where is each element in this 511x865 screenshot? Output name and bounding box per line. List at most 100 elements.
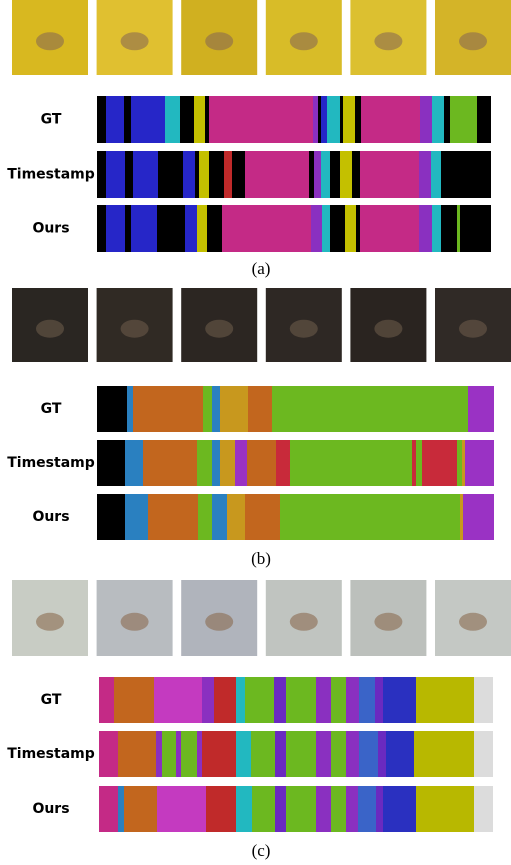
frame-detail bbox=[205, 613, 233, 631]
segment bbox=[202, 731, 236, 777]
segment bbox=[450, 96, 477, 143]
segment bbox=[224, 151, 232, 198]
segment bbox=[97, 440, 125, 486]
frame-detail bbox=[290, 32, 318, 50]
segment bbox=[197, 205, 207, 252]
frame-detail bbox=[121, 32, 149, 50]
segment bbox=[346, 731, 359, 777]
segment bbox=[346, 786, 358, 832]
segment bbox=[199, 151, 209, 198]
segment bbox=[331, 731, 346, 777]
segment bbox=[156, 731, 162, 777]
segment bbox=[127, 386, 133, 432]
segment bbox=[209, 96, 313, 143]
segment bbox=[212, 440, 220, 486]
segment bbox=[133, 386, 203, 432]
segment bbox=[460, 494, 463, 540]
segment bbox=[158, 151, 183, 198]
segment bbox=[432, 205, 441, 252]
segment bbox=[206, 786, 236, 832]
segment bbox=[106, 96, 124, 143]
segment bbox=[118, 786, 124, 832]
segment bbox=[316, 677, 331, 723]
segment bbox=[247, 440, 276, 486]
row-label: Timestamp bbox=[7, 167, 95, 183]
frame-detail bbox=[36, 32, 64, 50]
segment bbox=[165, 96, 180, 143]
segment bbox=[236, 677, 245, 723]
segment bbox=[416, 786, 474, 832]
segment bbox=[245, 494, 280, 540]
segment bbox=[444, 96, 450, 143]
segment bbox=[321, 96, 327, 143]
segment bbox=[195, 151, 199, 198]
segment bbox=[198, 494, 212, 540]
segment bbox=[378, 731, 386, 777]
segment bbox=[474, 731, 493, 777]
segment bbox=[414, 731, 474, 777]
segment bbox=[468, 386, 494, 432]
segment bbox=[360, 151, 419, 198]
segment bbox=[203, 386, 212, 432]
row-label: GT bbox=[41, 401, 62, 417]
segment bbox=[236, 786, 252, 832]
segment bbox=[386, 731, 414, 777]
segment bbox=[207, 205, 222, 252]
segment bbox=[157, 205, 185, 252]
segment bbox=[419, 151, 431, 198]
segment bbox=[318, 96, 321, 143]
segment bbox=[97, 151, 106, 198]
caption: (b) bbox=[251, 549, 271, 568]
segment bbox=[248, 386, 272, 432]
segment bbox=[361, 96, 420, 143]
segment bbox=[327, 96, 340, 143]
segment bbox=[275, 786, 286, 832]
segment bbox=[157, 786, 206, 832]
segment bbox=[359, 677, 375, 723]
caption: (a) bbox=[252, 259, 271, 278]
segment bbox=[148, 494, 198, 540]
frame-detail bbox=[374, 320, 402, 338]
frame-detail bbox=[36, 613, 64, 631]
row-label: Timestamp bbox=[7, 455, 95, 471]
segment bbox=[457, 205, 460, 252]
segment bbox=[383, 786, 416, 832]
segment bbox=[286, 731, 316, 777]
segment bbox=[477, 96, 491, 143]
segment bbox=[465, 440, 494, 486]
row-label: Timestamp bbox=[7, 746, 95, 762]
segment bbox=[359, 731, 378, 777]
segment bbox=[97, 205, 106, 252]
segment bbox=[474, 677, 493, 723]
segment bbox=[286, 677, 316, 723]
row-label: GT bbox=[41, 692, 62, 708]
segment bbox=[311, 205, 322, 252]
segment bbox=[245, 677, 274, 723]
segment bbox=[355, 96, 361, 143]
segment bbox=[176, 731, 181, 777]
segment bbox=[432, 96, 444, 143]
segment bbox=[99, 786, 118, 832]
segment bbox=[463, 494, 494, 540]
segment bbox=[416, 440, 422, 486]
segment bbox=[352, 151, 360, 198]
frame-detail bbox=[290, 320, 318, 338]
segment bbox=[197, 440, 212, 486]
segment bbox=[322, 205, 330, 252]
row-label: Ours bbox=[32, 801, 69, 817]
segment bbox=[331, 786, 346, 832]
segment bbox=[331, 677, 346, 723]
segment bbox=[276, 440, 290, 486]
segment bbox=[358, 786, 376, 832]
segment bbox=[220, 386, 248, 432]
segment bbox=[330, 151, 340, 198]
frame-detail bbox=[374, 32, 402, 50]
segment bbox=[236, 731, 251, 777]
segment bbox=[133, 151, 158, 198]
frame-detail bbox=[205, 32, 233, 50]
segment bbox=[330, 205, 345, 252]
segment bbox=[345, 205, 356, 252]
segment bbox=[376, 786, 383, 832]
segment bbox=[124, 96, 131, 143]
frame-detail bbox=[459, 613, 487, 631]
